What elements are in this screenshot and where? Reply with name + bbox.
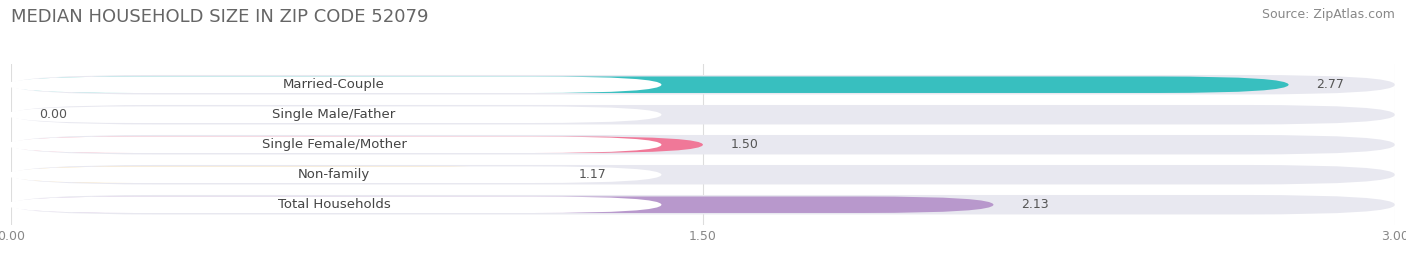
FancyBboxPatch shape <box>7 76 661 93</box>
FancyBboxPatch shape <box>11 166 551 183</box>
FancyBboxPatch shape <box>7 106 661 123</box>
Text: Single Male/Father: Single Male/Father <box>273 108 395 121</box>
Text: Total Households: Total Households <box>278 198 391 211</box>
FancyBboxPatch shape <box>7 136 661 153</box>
FancyBboxPatch shape <box>11 196 994 213</box>
Text: 0.00: 0.00 <box>39 108 67 121</box>
FancyBboxPatch shape <box>11 105 1395 124</box>
FancyBboxPatch shape <box>11 195 1395 214</box>
Text: 1.17: 1.17 <box>578 168 606 181</box>
Text: Single Female/Mother: Single Female/Mother <box>262 138 406 151</box>
FancyBboxPatch shape <box>11 136 703 153</box>
FancyBboxPatch shape <box>7 166 661 183</box>
Text: Non-family: Non-family <box>298 168 370 181</box>
Text: MEDIAN HOUSEHOLD SIZE IN ZIP CODE 52079: MEDIAN HOUSEHOLD SIZE IN ZIP CODE 52079 <box>11 8 429 26</box>
Text: 2.77: 2.77 <box>1316 78 1344 91</box>
FancyBboxPatch shape <box>11 75 1395 94</box>
FancyBboxPatch shape <box>11 135 1395 154</box>
Text: Married-Couple: Married-Couple <box>283 78 385 91</box>
Text: 2.13: 2.13 <box>1021 198 1049 211</box>
Text: Source: ZipAtlas.com: Source: ZipAtlas.com <box>1261 8 1395 21</box>
FancyBboxPatch shape <box>7 196 661 213</box>
FancyBboxPatch shape <box>11 76 1289 93</box>
FancyBboxPatch shape <box>11 165 1395 184</box>
Text: 1.50: 1.50 <box>731 138 759 151</box>
